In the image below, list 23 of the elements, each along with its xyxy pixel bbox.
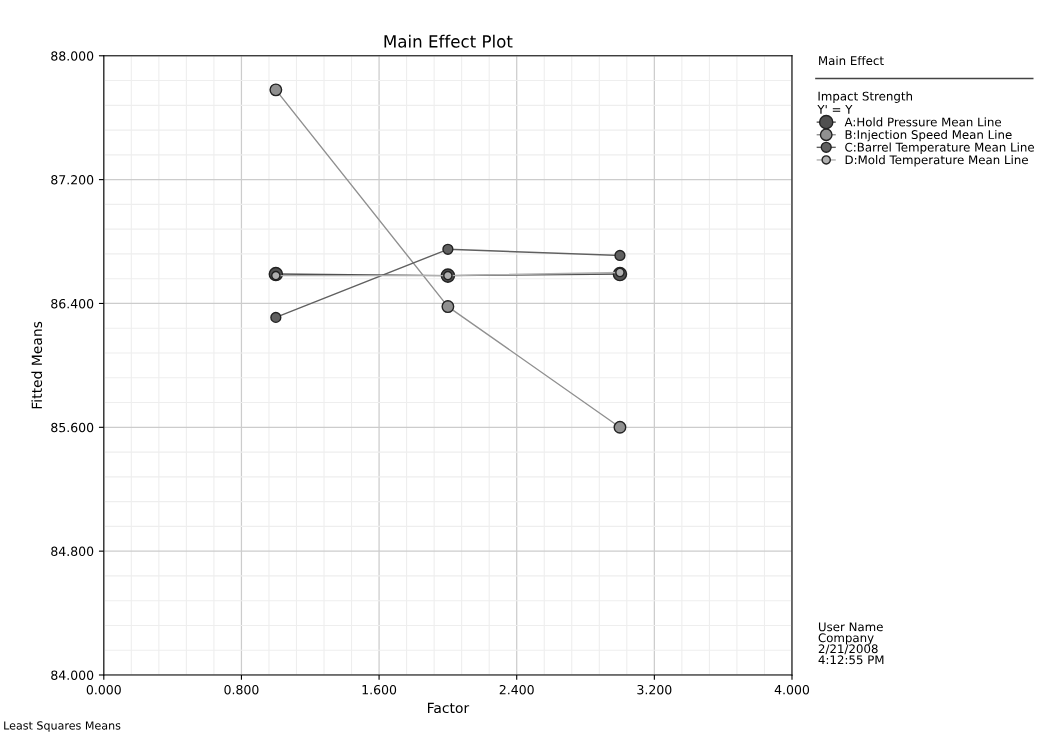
x-tick-label: 4.000 xyxy=(774,684,810,695)
legend-label: B:Injection Speed Mean Line xyxy=(845,129,1012,142)
x-tick-label: 0.000 xyxy=(86,684,121,695)
legend-label: A:Hold Pressure Mean Line xyxy=(844,117,1002,127)
y-tick-label: 87.200 xyxy=(51,175,94,185)
text: User Name Company 2/21/2008 4:12:55 PM xyxy=(818,622,884,665)
y-tick-label: 84.000 xyxy=(51,670,94,680)
y-tick-label: 85.600 xyxy=(51,422,94,433)
x-tick-label: 3.200 xyxy=(637,684,672,695)
chart-title: Main Effect Plot xyxy=(384,34,513,48)
text: Main Effect xyxy=(819,55,884,66)
y-tick-label: 88.000 xyxy=(51,51,94,61)
legend-title: Impact Strength Y' = Y xyxy=(817,91,912,114)
y-tick-label: 86.400 xyxy=(51,298,94,309)
legend-label: D:Mold Temperature Mean Line xyxy=(845,155,1028,167)
x-tick-label: 1.600 xyxy=(362,684,397,695)
y-tick-label: 84.800 xyxy=(51,546,94,557)
x-tick-label: 0.800 xyxy=(224,684,259,695)
legend-label: C:Barrel Temperature Mean Line xyxy=(845,142,1035,154)
text: Least Squares Means xyxy=(4,721,121,732)
x-tick-label: 2.400 xyxy=(499,684,534,695)
x-axis-title: Factor xyxy=(428,702,470,714)
y-axis-title: Fitted Means xyxy=(31,321,43,409)
